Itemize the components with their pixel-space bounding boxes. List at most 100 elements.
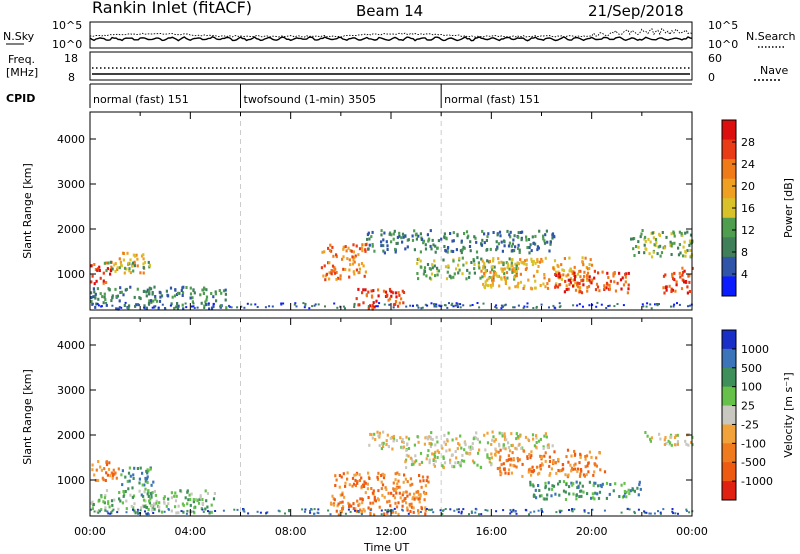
data-cell bbox=[409, 477, 412, 481]
data-cell bbox=[178, 291, 181, 295]
data-cell bbox=[449, 458, 452, 462]
data-cell bbox=[422, 479, 425, 483]
data-cell bbox=[588, 450, 591, 454]
data-cell bbox=[376, 475, 379, 479]
colorbar-tick-label: 20 bbox=[741, 180, 755, 193]
data-cell bbox=[581, 256, 584, 260]
data-cell bbox=[144, 510, 146, 513]
data-cell bbox=[406, 506, 409, 510]
data-cell bbox=[313, 304, 316, 307]
data-cell bbox=[608, 287, 611, 291]
data-cell bbox=[522, 287, 525, 290]
y-tick-label: 4000 bbox=[57, 133, 85, 146]
data-cell bbox=[405, 501, 408, 505]
data-cell bbox=[375, 305, 378, 308]
data-cell bbox=[212, 304, 215, 308]
data-cell bbox=[417, 497, 420, 501]
data-cell bbox=[138, 481, 141, 485]
data-cell bbox=[203, 304, 206, 308]
data-cell bbox=[406, 443, 409, 447]
data-cell bbox=[457, 442, 460, 445]
data-cell bbox=[588, 278, 591, 282]
data-cell bbox=[422, 272, 425, 276]
data-cell bbox=[389, 510, 392, 513]
data-cell bbox=[115, 295, 118, 298]
data-cell bbox=[491, 438, 494, 442]
data-cell bbox=[424, 512, 427, 516]
data-cell bbox=[137, 512, 140, 515]
data-cell bbox=[341, 491, 344, 495]
data-cell bbox=[205, 298, 208, 302]
data-cell bbox=[122, 293, 125, 297]
data-cell bbox=[311, 305, 314, 308]
data-cell bbox=[284, 512, 286, 515]
data-cell bbox=[500, 260, 503, 264]
data-cell bbox=[94, 296, 97, 300]
data-cell bbox=[456, 305, 459, 308]
data-cell bbox=[636, 486, 639, 490]
colorbar-swatch bbox=[722, 237, 736, 258]
data-cell bbox=[449, 508, 452, 511]
data-cell bbox=[366, 233, 369, 237]
data-cell bbox=[593, 470, 596, 474]
data-cell bbox=[530, 450, 533, 454]
data-cell bbox=[405, 305, 408, 308]
data-cell bbox=[175, 494, 178, 498]
data-cell bbox=[613, 305, 616, 308]
data-cell bbox=[492, 435, 495, 439]
data-cell bbox=[612, 274, 615, 278]
data-cell bbox=[142, 257, 145, 261]
data-cell bbox=[333, 266, 336, 270]
data-cell bbox=[664, 436, 667, 439]
data-cell bbox=[477, 261, 480, 265]
data-cell bbox=[351, 262, 355, 266]
data-cell bbox=[386, 433, 389, 437]
data-cell bbox=[148, 501, 151, 505]
data-cell bbox=[385, 442, 388, 446]
data-cell bbox=[416, 304, 418, 307]
data-cell bbox=[196, 499, 199, 503]
data-cell bbox=[368, 477, 371, 480]
data-cell bbox=[370, 289, 373, 293]
data-cell bbox=[395, 505, 399, 509]
data-cell bbox=[90, 280, 93, 284]
data-cell bbox=[429, 437, 432, 441]
data-cell bbox=[461, 256, 464, 260]
data-cell bbox=[342, 267, 345, 271]
data-cell bbox=[542, 237, 545, 241]
data-cell bbox=[467, 445, 471, 449]
data-cell bbox=[329, 243, 332, 247]
data-cell bbox=[572, 278, 575, 282]
data-cell bbox=[128, 479, 131, 483]
data-cell bbox=[511, 443, 514, 447]
data-cell bbox=[201, 502, 205, 505]
data-cell bbox=[512, 463, 515, 467]
data-cell bbox=[499, 469, 502, 473]
data-cell bbox=[537, 439, 541, 443]
data-cell bbox=[674, 512, 677, 515]
data-cell bbox=[500, 267, 503, 271]
data-cell bbox=[417, 306, 420, 309]
data-cell bbox=[526, 455, 529, 459]
data-cell bbox=[483, 285, 486, 289]
data-cell bbox=[572, 284, 575, 288]
data-cell bbox=[548, 306, 550, 309]
data-cell bbox=[426, 304, 429, 307]
data-cell bbox=[659, 437, 662, 441]
data-cell bbox=[466, 236, 469, 240]
data-cell bbox=[369, 304, 372, 308]
data-cell bbox=[354, 478, 357, 482]
data-cell bbox=[520, 446, 523, 450]
data-cell bbox=[518, 248, 521, 252]
data-cell bbox=[686, 291, 689, 295]
data-cell bbox=[401, 493, 404, 497]
data-cell bbox=[165, 504, 168, 508]
data-cell bbox=[573, 508, 576, 511]
data-cell bbox=[482, 265, 485, 269]
data-cell bbox=[476, 463, 479, 467]
data-cell bbox=[567, 287, 570, 291]
data-cell bbox=[525, 235, 528, 239]
data-cell bbox=[105, 460, 108, 464]
data-cell bbox=[684, 250, 688, 254]
data-cell bbox=[323, 264, 326, 268]
